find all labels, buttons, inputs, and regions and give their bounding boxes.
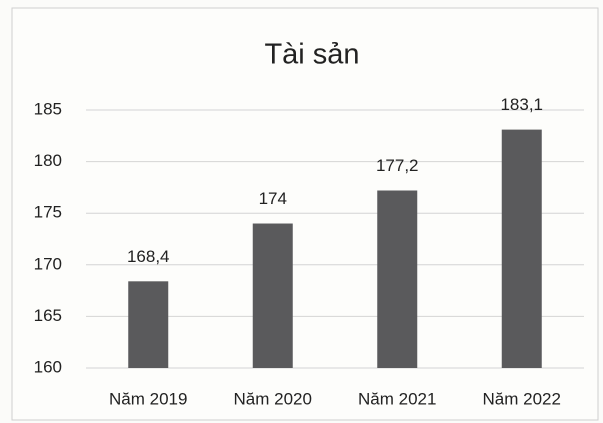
x-tick-label: Năm 2021 xyxy=(358,389,436,408)
bar xyxy=(128,281,169,368)
x-tick-label: Năm 2019 xyxy=(109,389,187,408)
bar xyxy=(377,190,418,368)
y-tick-label: 180 xyxy=(34,151,62,170)
bar xyxy=(252,223,293,368)
data-label: 168,4 xyxy=(127,247,170,266)
y-tick-label: 160 xyxy=(34,357,62,376)
data-label: 174 xyxy=(259,189,287,208)
data-label: 177,2 xyxy=(376,156,419,175)
x-tick-label: Năm 2022 xyxy=(483,389,561,408)
y-tick-label: 175 xyxy=(34,203,62,222)
y-tick-label: 185 xyxy=(34,99,62,118)
bar xyxy=(501,129,542,368)
x-tick-label: Năm 2020 xyxy=(234,389,312,408)
chart-frame xyxy=(11,7,599,421)
chart-title: Tài sản xyxy=(264,39,359,71)
y-tick-label: 170 xyxy=(34,254,62,273)
data-label: 183,1 xyxy=(500,95,543,114)
y-tick-label: 165 xyxy=(34,306,62,325)
